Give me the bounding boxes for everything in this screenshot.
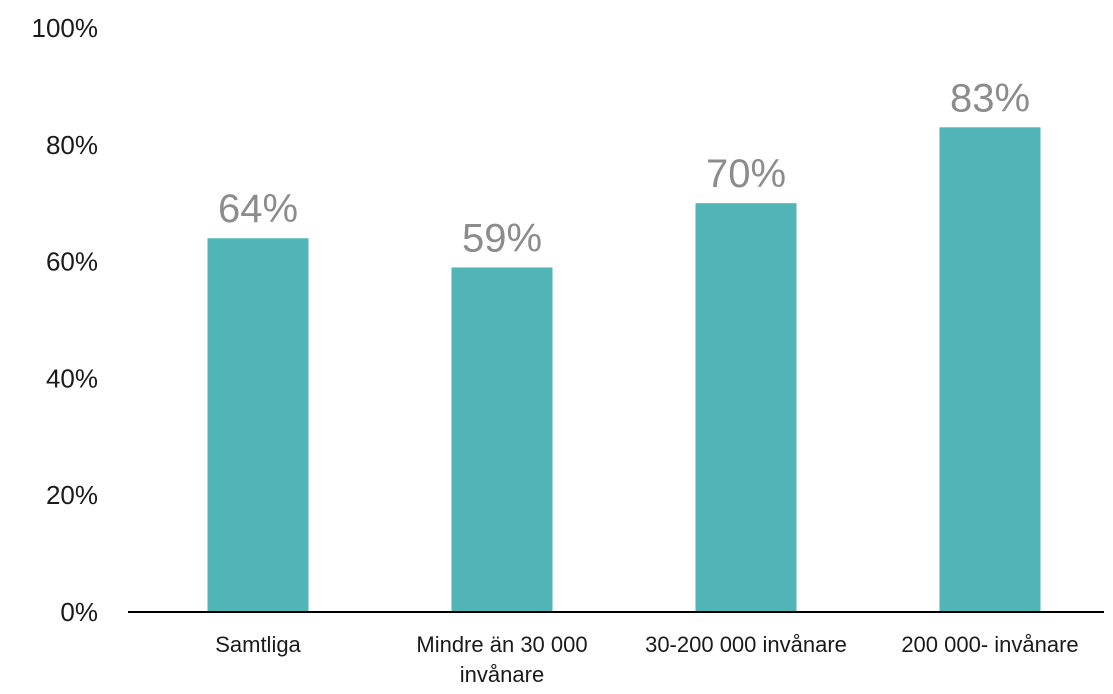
bar: [208, 238, 309, 612]
y-tick-label: 100%: [32, 13, 99, 43]
category-label-line: Samtliga: [215, 632, 301, 657]
category-label: 200 000- invånare: [901, 632, 1078, 657]
data-label: 83%: [950, 76, 1030, 120]
data-label: 64%: [218, 187, 298, 231]
category-label-line: invånare: [460, 662, 544, 687]
category-label-line: 200 000- invånare: [901, 632, 1078, 657]
y-tick-label: 20%: [46, 480, 98, 510]
y-tick-label: 80%: [46, 130, 98, 160]
bar: [940, 127, 1041, 612]
category-label-line: Mindre än 30 000: [416, 632, 587, 657]
y-tick-label: 0%: [60, 597, 98, 627]
category-label: Samtliga: [215, 632, 301, 657]
category-labels: Samtliga Mindre än 30 000 invånare 30-200 0…: [215, 632, 1078, 687]
category-label-line: 30-200 000 invånare: [645, 632, 847, 657]
bars: [208, 127, 1041, 612]
y-tick-label: 60%: [46, 247, 98, 277]
data-label: 70%: [706, 152, 786, 196]
bar: [696, 203, 797, 612]
bar: [452, 267, 553, 612]
data-labels: 64% 59% 70% 83%: [218, 76, 1030, 260]
y-axis-tick-labels: 0% 20% 40% 60% 80% 100%: [32, 13, 99, 627]
y-tick-label: 40%: [46, 363, 98, 393]
category-label: 30-200 000 invånare: [645, 632, 847, 657]
data-label: 59%: [462, 216, 542, 260]
category-label: Mindre än 30 000 invånare: [416, 632, 587, 687]
